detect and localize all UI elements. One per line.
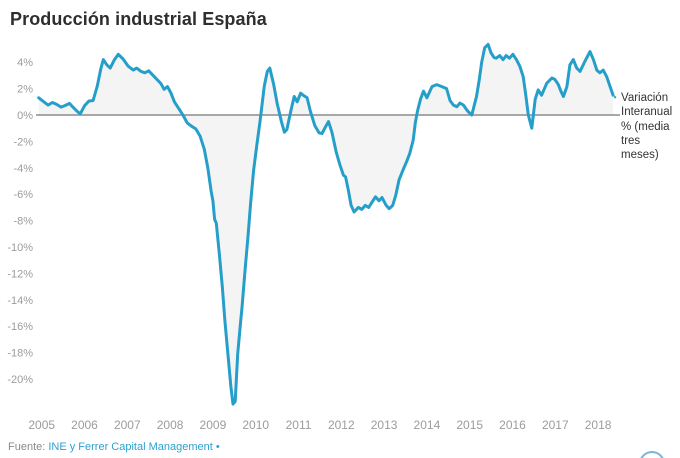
x-axis-tick-label: 2005 (28, 418, 55, 432)
x-axis-tick-label: 2009 (200, 418, 227, 432)
source-separator-dot: • (212, 441, 220, 453)
y-axis-tick-label: -16% (7, 321, 33, 333)
y-axis-tick-label: -6% (13, 189, 33, 201)
y-axis-tick-label: -8% (13, 216, 33, 228)
x-axis-tick-label: 2010 (242, 418, 269, 432)
x-axis-tick-label: 2013 (371, 418, 398, 432)
x-axis-tick-label: 2011 (286, 418, 312, 432)
y-axis-tick-label: -4% (13, 163, 33, 175)
y-axis-tick-label: -10% (7, 242, 33, 254)
page-title: Producción industrial España (10, 9, 267, 29)
x-axis-tick-label: 2018 (585, 418, 612, 432)
x-axis-tick-label: 2016 (499, 418, 526, 432)
source-prefix-label: Fuente: (8, 441, 49, 453)
y-axis-tick-label: -20% (7, 374, 33, 386)
y-axis-tick-label: -12% (7, 268, 33, 280)
annotation-leader-dots (613, 96, 621, 101)
y-axis-tick-label: 0% (17, 110, 33, 122)
source-link[interactable]: INE y Ferrer Capital Management (48, 441, 213, 453)
series-area-fill (38, 44, 614, 405)
series-annotation-label: Variación Interanual % (media tres meses… (621, 92, 673, 161)
x-axis-tick-label: 2015 (456, 418, 483, 432)
y-axis-tick-label: 2% (17, 84, 33, 96)
x-axis-tick-label: 2008 (157, 418, 184, 432)
y-axis-tick-label: -18% (7, 348, 33, 360)
y-axis-tick-label: -14% (7, 295, 33, 307)
y-axis-tick-label: -2% (13, 136, 33, 148)
x-axis-tick-label: 2007 (114, 418, 141, 432)
y-axis-tick-label: 4% (17, 57, 33, 69)
series-line (37, 42, 615, 406)
x-axis-tick-label: 2017 (542, 418, 569, 432)
x-axis-tick-label: 2012 (328, 418, 355, 432)
x-axis-tick-label: 2014 (414, 418, 441, 432)
source-caption: Fuente: INE y Ferrer Capital Management … (8, 441, 220, 453)
x-axis-tick-label: 2006 (71, 418, 98, 432)
